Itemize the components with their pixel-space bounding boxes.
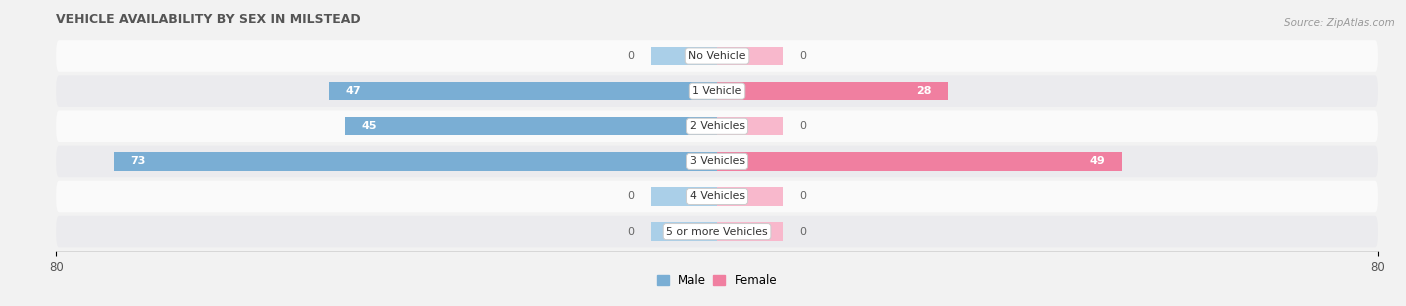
FancyBboxPatch shape [56,75,1378,107]
Text: 3 Vehicles: 3 Vehicles [689,156,745,166]
Bar [717,187,783,206]
Text: VEHICLE AVAILABILITY BY SEX IN MILSTEAD: VEHICLE AVAILABILITY BY SEX IN MILSTEAD [56,13,361,26]
Bar [717,117,783,135]
Text: 0: 0 [800,227,807,237]
Bar [717,222,783,241]
Bar [717,82,948,100]
Text: 5 or more Vehicles: 5 or more Vehicles [666,227,768,237]
Text: 0: 0 [800,121,807,131]
Text: 1 Vehicle: 1 Vehicle [692,86,742,96]
FancyBboxPatch shape [56,146,1378,177]
Bar [717,152,1122,170]
FancyBboxPatch shape [56,216,1378,248]
Bar [651,187,717,206]
Bar [346,117,717,135]
Bar [329,82,717,100]
Text: Source: ZipAtlas.com: Source: ZipAtlas.com [1284,18,1395,28]
Text: 0: 0 [627,227,634,237]
Bar [651,222,717,241]
Text: 45: 45 [361,121,377,131]
Text: 47: 47 [346,86,361,96]
Text: 49: 49 [1090,156,1105,166]
Text: 73: 73 [131,156,146,166]
Text: 0: 0 [800,192,807,201]
Bar [114,152,717,170]
FancyBboxPatch shape [56,40,1378,72]
FancyBboxPatch shape [56,110,1378,142]
Text: 2 Vehicles: 2 Vehicles [689,121,745,131]
Text: 0: 0 [627,51,634,61]
FancyBboxPatch shape [56,181,1378,212]
Text: 4 Vehicles: 4 Vehicles [689,192,745,201]
Bar [651,47,717,65]
Text: 28: 28 [917,86,932,96]
Legend: Male, Female: Male, Female [652,270,782,292]
Text: 0: 0 [627,192,634,201]
Text: No Vehicle: No Vehicle [689,51,745,61]
Bar [717,47,783,65]
Text: 0: 0 [800,51,807,61]
